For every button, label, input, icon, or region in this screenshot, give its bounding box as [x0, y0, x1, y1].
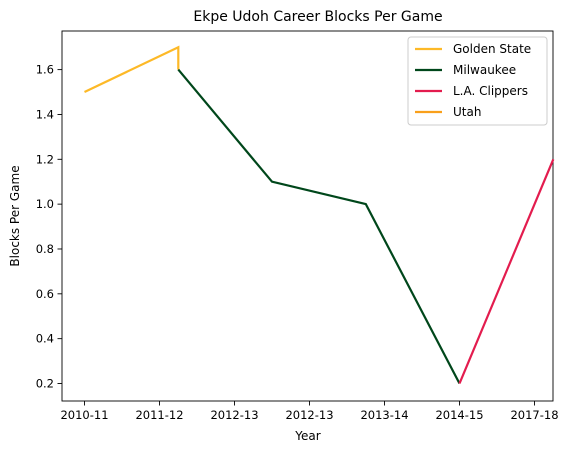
- series-layer: [84, 45, 555, 385]
- legend-box: [407, 36, 548, 126]
- x-tick-label: 2012-13: [285, 408, 333, 422]
- x-axis-label: Year: [294, 429, 320, 443]
- series-line-milwaukee: [177, 68, 461, 385]
- chart-title: Ekpe Udoh Career Blocks Per Game: [193, 9, 442, 25]
- y-tick-label: 1.6: [36, 63, 54, 77]
- x-axis: 2010-11 2011-12 2012-13 2012-13 2013-14 2014-…: [60, 401, 559, 422]
- y-tick-label: 0.2: [36, 377, 54, 391]
- x-tick-label: 2010-11: [60, 408, 108, 422]
- y-axis-label: Blocks Per Game: [8, 165, 22, 266]
- x-tick-label: 2012-13: [210, 408, 258, 422]
- y-tick-label: 0.4: [36, 332, 54, 346]
- y-axis: 0.2 0.4 0.6 0.8 1.0 1.2 1.4 1.6: [36, 63, 62, 391]
- y-tick-label: 1.4: [36, 107, 54, 121]
- x-tick-label: 2011-12: [135, 408, 183, 422]
- x-tick-label: 2017-18: [510, 408, 558, 422]
- legend-label-milwaukee: Milwaukee: [453, 63, 516, 77]
- series-line-golden-state: [84, 45, 180, 93]
- legend-label-l-a-clippers: L.A. Clippers: [453, 84, 528, 98]
- legend-label-utah: Utah: [453, 105, 481, 119]
- y-tick-label: 1.0: [36, 197, 54, 211]
- legend-label-golden-state: Golden State: [453, 42, 531, 56]
- y-tick-label: 0.6: [36, 287, 54, 301]
- legend: Golden State Milwaukee L.A. Clippers Utah: [407, 36, 548, 126]
- y-tick-label: 1.2: [36, 152, 54, 166]
- x-tick-label: 2013-14: [360, 408, 408, 422]
- series-line-l-a-clippers: [458, 158, 555, 384]
- x-tick-label: 2014-15: [435, 408, 483, 422]
- y-tick-label: 0.8: [36, 242, 54, 256]
